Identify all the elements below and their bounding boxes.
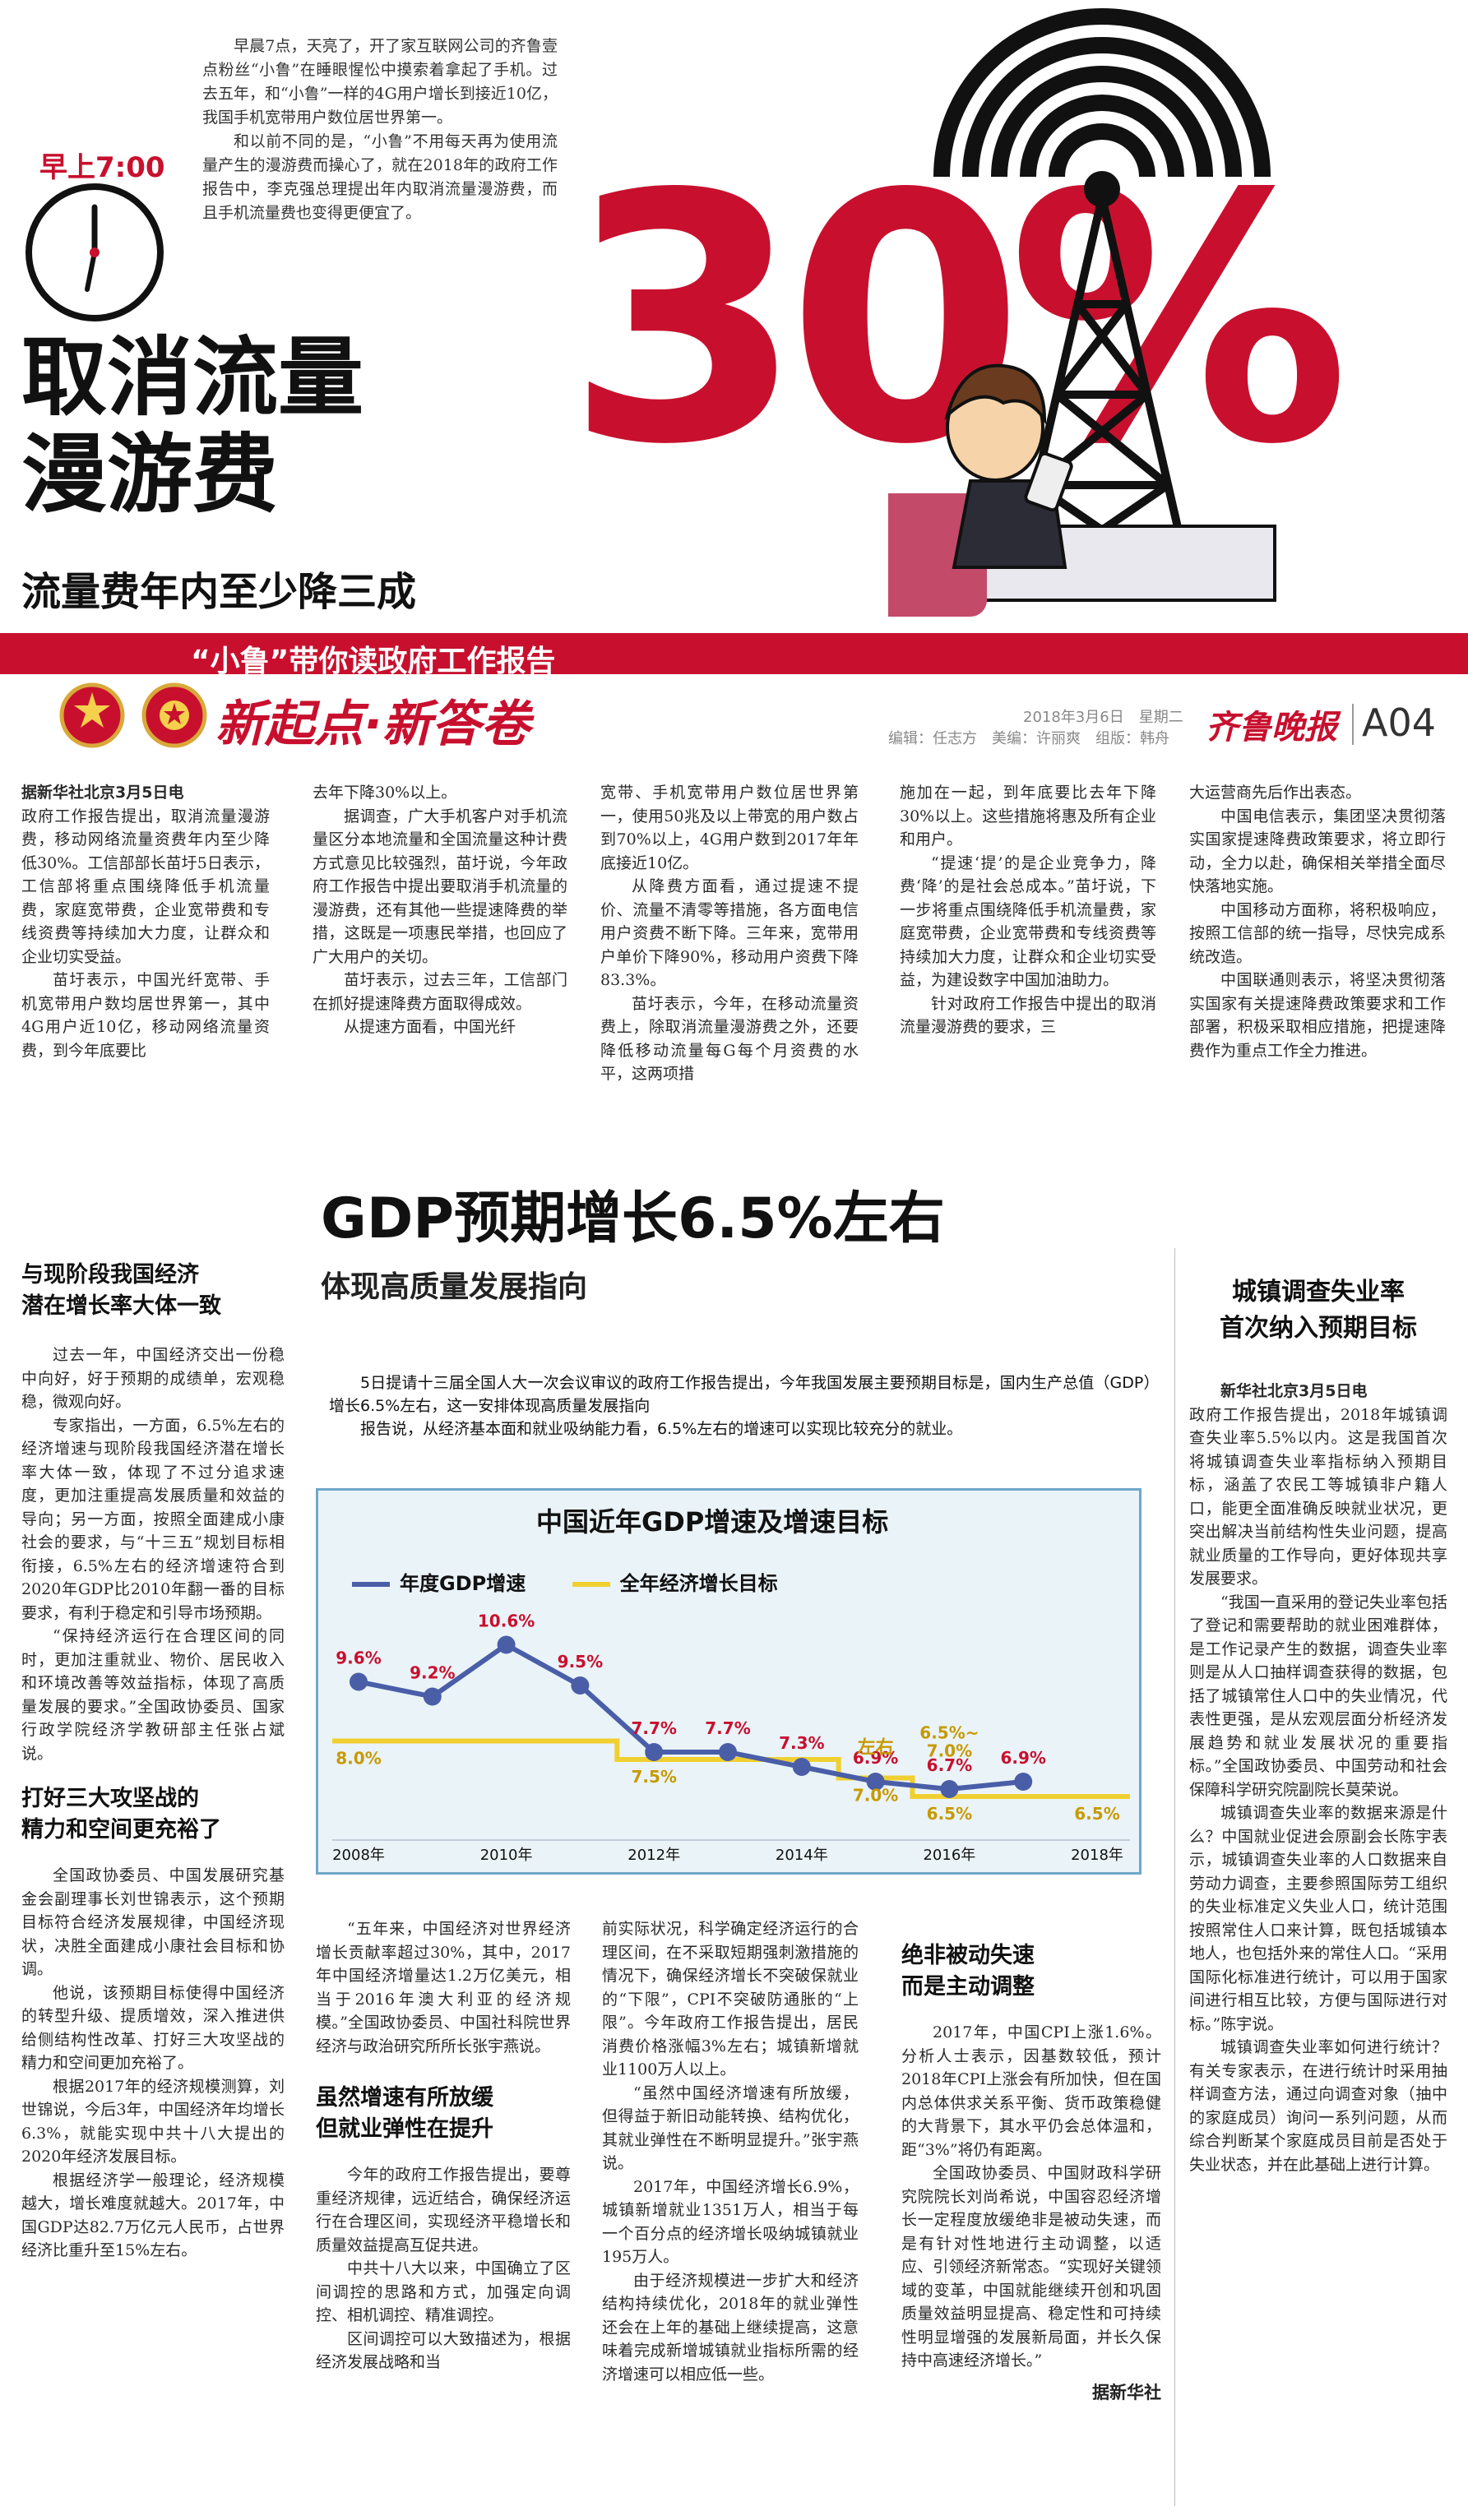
gdp-mid-column-2: 前实际状况，科学确定经济运行的合理区间，在不采取短期强刺激措施的情况下，确保经济… (602, 1920, 859, 2384)
subhead-potential-growth: 与现阶段我国经济 潜在增长率大体一致 (21, 1262, 221, 1319)
x-tick-label: 2018年 (1071, 1847, 1123, 1864)
target-data-label: 8.0% (336, 1749, 381, 1769)
gdp-right-column: 绝非被动失速 而是主动调整 2017年，中国CPI上涨1.6%。分析人士表示，因… (901, 1940, 1161, 2404)
gdp-mid-column-1: “五年来，中国经济对世界经济增长贡献率超过30%，其中，2017年中国经济增量达… (316, 1920, 571, 2371)
gdp-left-column: 与现阶段我国经济 潜在增长率大体一致 过去一年，中国经济交出一份稳中向好，好于预… (21, 1260, 285, 2263)
subhead-employment-elasticity: 虽然增速有所放缓 但就业弹性在提升 (316, 2085, 493, 2142)
gdp-point (792, 1758, 811, 1776)
masthead-intro: 早晨7点，天亮了，开了家互联网公司的齐鲁壹点粉丝“小鲁”在睡眼惺忪中摸索着拿起了… (202, 37, 558, 222)
gdp-data-label: 9.5% (558, 1652, 603, 1672)
top-article-col1: 据新华社北京3月5日电 政府工作报告提出，取消流量漫游费，移动网络流量资费年内至… (21, 784, 270, 1060)
section-title: 新起点·新答卷 (215, 696, 530, 753)
target-annotation: 7.0% (927, 1741, 972, 1761)
clock-label: 早上7:00 (39, 151, 165, 184)
gdp-point (940, 1780, 959, 1798)
chart-legend: 年度GDP增速 全年经济增长目标 (352, 1567, 778, 1596)
gdp-data-label: 10.6% (478, 1611, 535, 1631)
gdp-data-label: 9.6% (336, 1648, 381, 1668)
gdp-data-label: 6.9% (1000, 1748, 1045, 1768)
gdp-point (571, 1676, 590, 1695)
target-data-label: 6.5% (927, 1804, 972, 1824)
chart-title: 中国近年GDP增速及增速目标 (536, 1506, 889, 1537)
subheadline: 流量费年内至少降三成 (21, 569, 417, 615)
target-data-label: 7.5% (631, 1767, 676, 1787)
target-data-label: 6.5% (1074, 1804, 1119, 1824)
gdp-series-line (358, 1642, 1024, 1792)
legend-swatch-gdp (352, 1582, 390, 1587)
top-article-col3: 宽带、手机宽带用户数位居世界第一，使用50兆及以上带宽的用户数占到70%以上，4… (600, 784, 859, 1083)
banner-text: “小鲁”带你读政府工作报告 (191, 645, 556, 678)
target-annotation: 6.5%~ (919, 1723, 979, 1743)
issue-date: 2018年3月6日 星期二 (1023, 709, 1183, 726)
gdp-data-label: 7.7% (631, 1718, 676, 1738)
sidebar-divider (1174, 1248, 1175, 2506)
x-tick-label: 2008年 (332, 1847, 385, 1864)
top-article-col4: 施加在一起，到年底要比去年下降30%以上。这些措施将惠及所有企业和用户。 “提速… (900, 784, 1156, 1036)
legend-label-target: 全年经济增长目标 (619, 1572, 778, 1595)
gdp-point (866, 1773, 885, 1791)
dateline: 据新华社北京3月5日电 (21, 784, 184, 802)
subhead-three-battles: 打好三大攻坚战的 精力和空间更充裕了 (21, 1786, 221, 1843)
gdp-data-label: 7.7% (705, 1718, 750, 1738)
gdp-data-label: 6.9% (853, 1748, 898, 1768)
headline: 取消流量 漫游费 (21, 327, 364, 525)
gdp-point (645, 1743, 664, 1761)
paper-name-logo: 齐鲁晚报 (1206, 708, 1337, 747)
banner-bar (0, 633, 1468, 674)
gdp-subheadline: 体现高质量发展指向 (321, 1270, 588, 1304)
issue-credits: 编辑：任志方 美编：许丽爽 组版：韩舟 (888, 730, 1169, 747)
unemployment-sidebar: 城镇调查失业率 首次纳入预期目标 新华社北京3月5日电 政府工作报告提出，201… (1189, 1274, 1447, 2176)
gdp-point (497, 1635, 516, 1654)
top-article-col2: 去年下降30%以上。 据调查，广大手机客户对手机流量区分本地流量和全国流量这种计… (313, 784, 567, 1036)
cppcc-emblem-icon (141, 682, 207, 748)
gdp-chart: 9.6% 9.2% 10.6% 9.5% 7.7% 7.7% 7.3% 6.9% 6.7% 6.9… (332, 1611, 1130, 1864)
gdp-data-label: 6.7% (927, 1755, 972, 1775)
signal-tower-illustration (888, 8, 1276, 617)
top-article-col5: 大运营商先后作出表态。 中国电信表示，集团坚决贯彻落实国家提速降费政策要求，将立… (1189, 784, 1446, 1060)
gdp-data-label: 7.3% (779, 1733, 824, 1753)
page-number: A04 (1362, 701, 1437, 745)
national-emblem-icon (59, 682, 125, 748)
x-tick-label: 2010年 (480, 1847, 533, 1864)
subhead-active-adjustment: 绝非被动失速 而是主动调整 (901, 1943, 1035, 2000)
target-data-label: 7.0% (853, 1786, 898, 1806)
gdp-headline: GDP预期增长6.5%左右 (321, 1186, 945, 1251)
clock-icon (25, 183, 164, 321)
legend-swatch-target (572, 1582, 610, 1587)
gdp-data-label: 9.2% (410, 1663, 455, 1683)
x-tick-label: 2016年 (923, 1847, 975, 1864)
x-tick-label: 2012年 (627, 1847, 680, 1864)
article-source: 据新华社 (1092, 2382, 1161, 2402)
gdp-point (350, 1672, 368, 1691)
masthead-divider (1352, 704, 1354, 745)
gdp-point (1014, 1773, 1033, 1791)
legend-label-gdp: 年度GDP增速 (400, 1572, 526, 1595)
gdp-intro: 5日提请十三届全国人大一次会议审议的政府工作报告提出，今年我国发展主要预期目标是… (329, 1374, 1151, 1438)
target-annotation: 左右 (858, 1737, 894, 1759)
gdp-point (423, 1687, 442, 1706)
sidebar-dateline: 新华社北京3月5日电 (1220, 1382, 1368, 1400)
gdp-point (719, 1743, 737, 1761)
x-tick-label: 2014年 (776, 1847, 828, 1864)
subhead-unemployment: 城镇调查失业率 首次纳入预期目标 (1220, 1278, 1417, 1343)
